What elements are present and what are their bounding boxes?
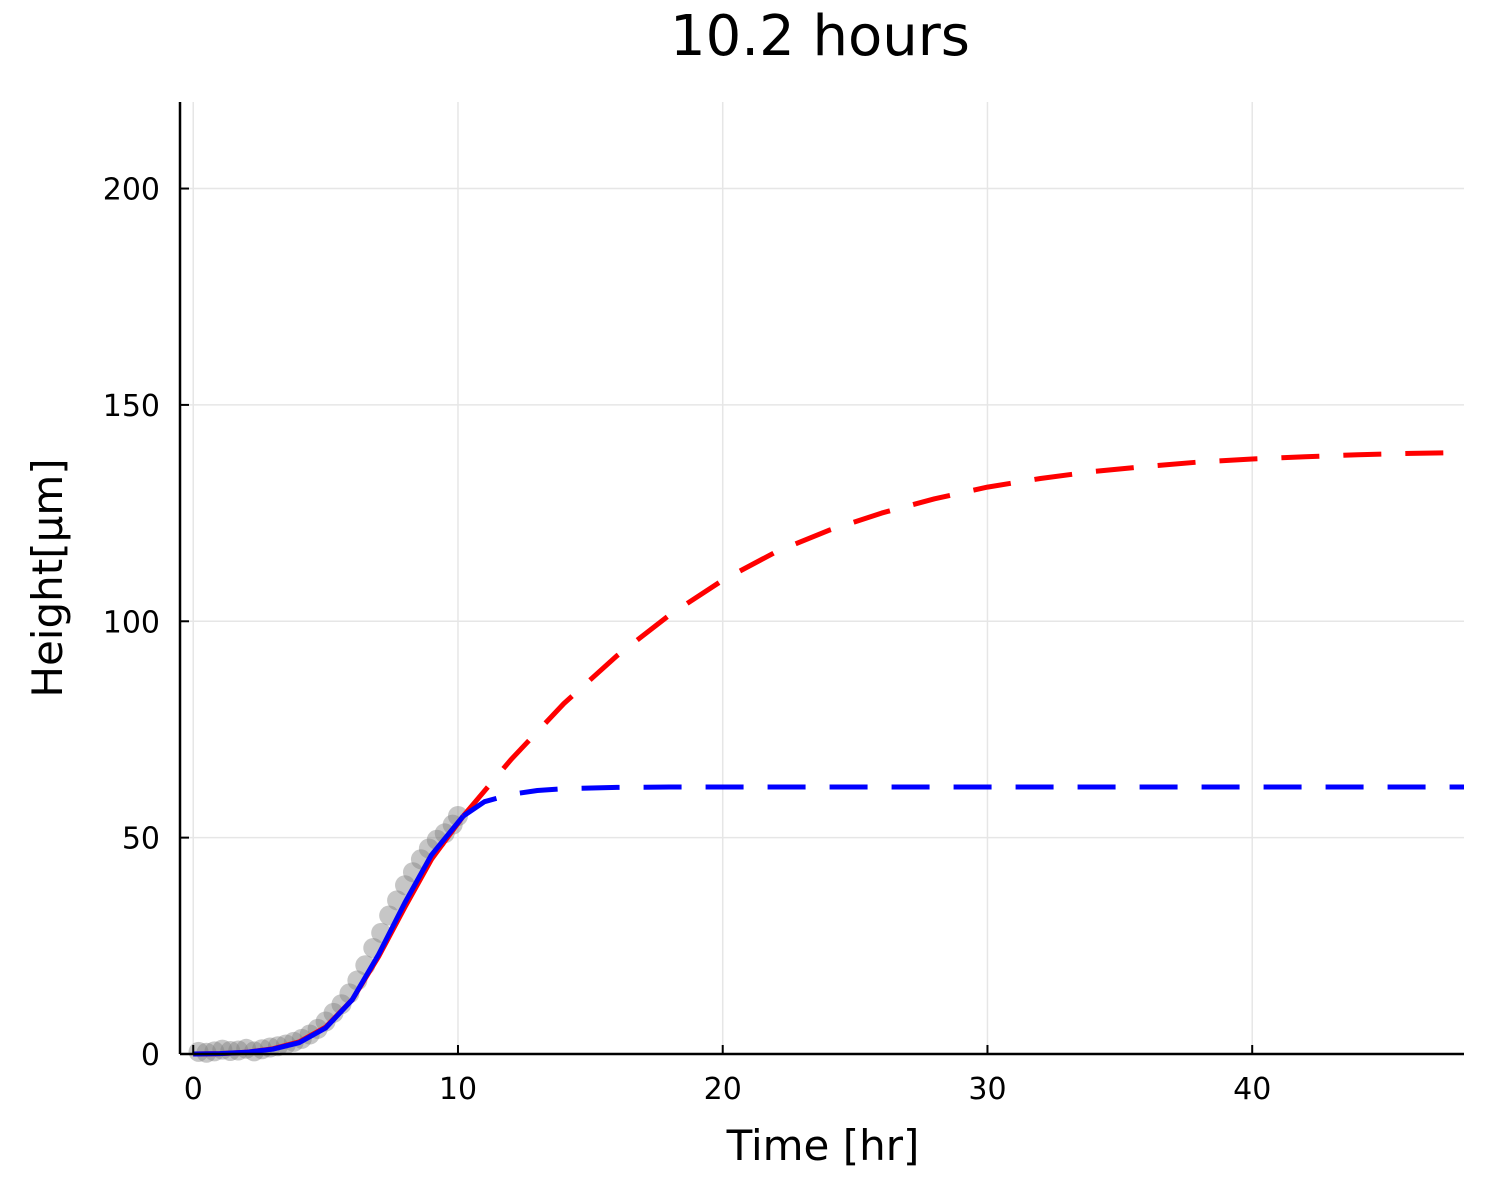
y-tick-label: 100	[103, 605, 160, 640]
y-tick-label: 50	[122, 822, 160, 857]
y-tick-label: 150	[103, 389, 160, 424]
y-tick-label: 0	[141, 1038, 160, 1073]
y-axis-label: Height[μm]	[23, 458, 72, 697]
x-axis-label: Time [hr]	[726, 1121, 920, 1170]
observed-point	[315, 1011, 336, 1032]
x-tick-label: 0	[184, 1072, 203, 1107]
observed-point	[447, 806, 468, 826]
x-tick-label: 20	[704, 1072, 742, 1107]
grid	[180, 102, 1464, 1055]
tick-labels: 0 10 20 30 40 0 50 100 150 200	[103, 173, 1272, 1107]
x-tick-label: 10	[439, 1072, 477, 1107]
series-line-2	[193, 814, 466, 1057]
series-line-4	[461, 784, 1464, 819]
x-tick-label: 30	[968, 1072, 1006, 1107]
y-tick-label: 200	[103, 173, 160, 208]
chart-title: 10.2 hours	[670, 4, 970, 69]
x-tick-label: 40	[1233, 1072, 1271, 1107]
axes	[178, 102, 1464, 1056]
plot-series	[193, 450, 1465, 1057]
series-line-3	[461, 450, 1465, 818]
